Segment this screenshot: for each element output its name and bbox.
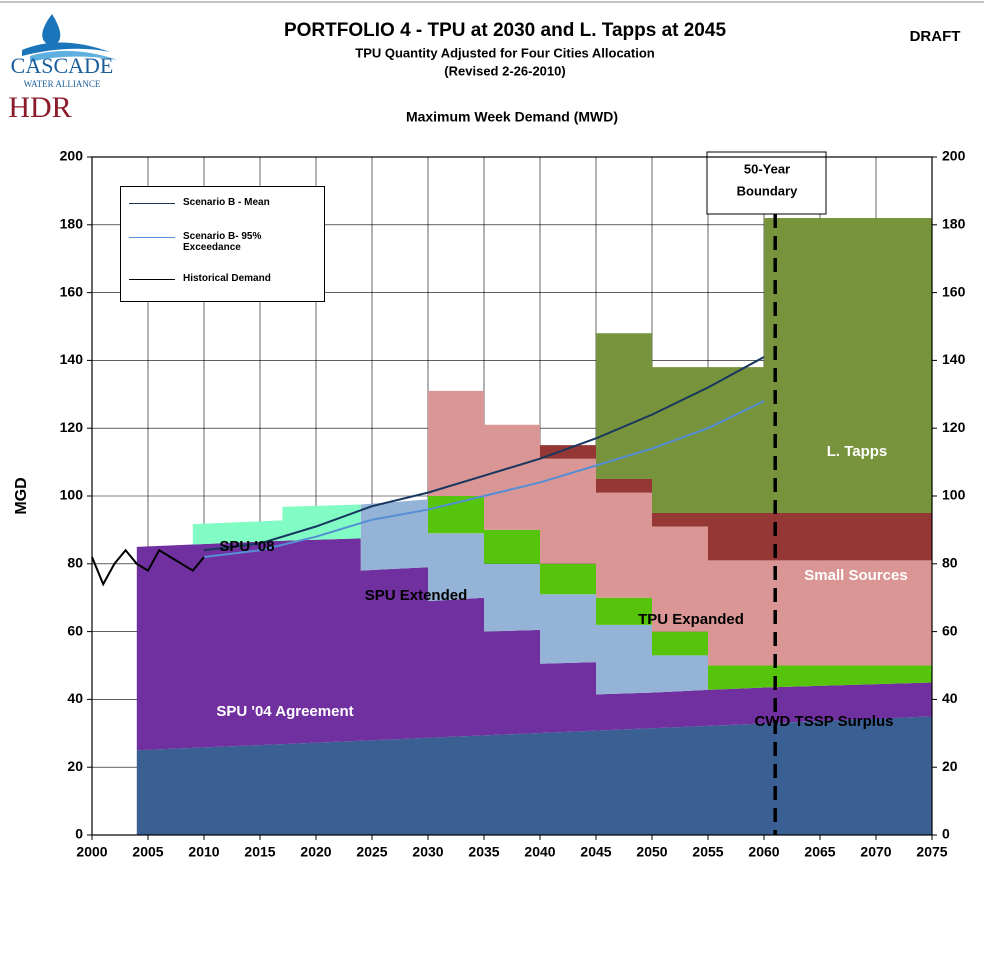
area [136, 499, 933, 695]
boundary-label: Boundary [737, 183, 798, 198]
y-tick-label: 140 [60, 351, 84, 367]
x-tick-label: 2075 [916, 844, 947, 860]
x-tick-label: 2020 [300, 844, 331, 860]
area-label: Small Sources [804, 567, 907, 584]
draft-label: DRAFT [910, 28, 961, 45]
y-tick-label: 60 [67, 622, 83, 638]
area-label: CWD TSSP Surplus [755, 713, 894, 730]
area [136, 496, 933, 690]
x-tick-label: 2055 [692, 844, 723, 860]
area [136, 716, 933, 835]
y2-tick-label: 140 [942, 351, 966, 367]
y2-tick-label: 160 [942, 283, 966, 299]
x-tick-label: 2030 [412, 844, 443, 860]
line [203, 400, 765, 559]
y-tick-label: 100 [60, 487, 84, 503]
area [136, 538, 933, 751]
boundary-label: 50-Year [744, 161, 790, 176]
boundary-box [706, 151, 827, 215]
x-tick-label: 2065 [804, 844, 835, 860]
hdr-logo: HDR [8, 91, 71, 124]
x-tick-label: 2060 [748, 844, 779, 860]
chart-subtitle: (Revised 2-26-2010) [444, 63, 565, 78]
y2-tick-label: 0 [942, 826, 950, 842]
area [136, 390, 933, 666]
legend-swatch [129, 203, 175, 204]
area-label: TPU Expanded [638, 611, 744, 628]
legend-item: Historical Demand [129, 273, 319, 284]
y2-tick-label: 120 [942, 419, 966, 435]
area-label: Member Supplies [208, 844, 332, 861]
legend-item: Scenario B- 95% Exceedance [129, 231, 319, 253]
y2-tick-label: 60 [942, 622, 958, 638]
x-tick-label: 2040 [524, 844, 555, 860]
y2-tick-label: 80 [942, 555, 958, 571]
chart-heading: Maximum Week Demand (MWD) [406, 109, 618, 125]
legend-label: Scenario B- 95% Exceedance [183, 231, 262, 253]
area-label: SPU Extended [365, 587, 468, 604]
y-axis-label: MGD [13, 477, 30, 514]
y2-tick-label: 40 [942, 690, 958, 706]
legend-label: Historical Demand [183, 273, 271, 284]
y2-tick-label: 180 [942, 216, 966, 232]
x-tick-label: 2050 [636, 844, 667, 860]
line [203, 356, 765, 552]
legend-swatch [129, 237, 175, 238]
legend-swatch [129, 279, 175, 280]
y2-tick-label: 200 [942, 148, 966, 164]
chart-subtitle: TPU Quantity Adjusted for Four Cities Al… [355, 45, 655, 60]
logo-text: CASCADE [11, 53, 114, 78]
legend-item: Scenario B - Mean [129, 197, 319, 208]
y-tick-label: 120 [60, 419, 84, 435]
legend: Scenario B - Mean Scenario B- 95% Exceeda… [120, 186, 325, 302]
area [136, 504, 933, 695]
y-tick-label: 200 [60, 148, 84, 164]
area-label: SPU '04 Agreement [216, 703, 353, 720]
y-tick-label: 160 [60, 283, 84, 299]
x-tick-label: 2070 [860, 844, 891, 860]
x-tick-label: 2005 [132, 844, 163, 860]
area-label: L. Tapps [827, 443, 888, 460]
legend-label: Scenario B - Mean [183, 197, 270, 208]
x-tick-label: 2045 [580, 844, 611, 860]
y2-tick-label: 20 [942, 758, 958, 774]
y-tick-label: 20 [67, 758, 83, 774]
x-tick-label: 2000 [76, 844, 107, 860]
logo [22, 14, 118, 62]
area [136, 218, 933, 547]
x-tick-label: 2035 [468, 844, 499, 860]
chart-title: PORTFOLIO 4 - TPU at 2030 and L. Tapps a… [284, 20, 726, 41]
y-tick-label: 180 [60, 216, 84, 232]
line [91, 548, 205, 587]
y-tick-label: 80 [67, 555, 83, 571]
x-tick-label: 2015 [244, 844, 275, 860]
y-tick-label: 0 [75, 826, 83, 842]
y-tick-label: 40 [67, 690, 83, 706]
x-tick-label: 2025 [356, 844, 387, 860]
x-tick-label: 2010 [188, 844, 219, 860]
logo-subtext: WATER ALLIANCE [24, 79, 101, 89]
y2-tick-label: 100 [942, 487, 966, 503]
area [136, 390, 933, 561]
area-label: SPU '08 [219, 538, 274, 555]
